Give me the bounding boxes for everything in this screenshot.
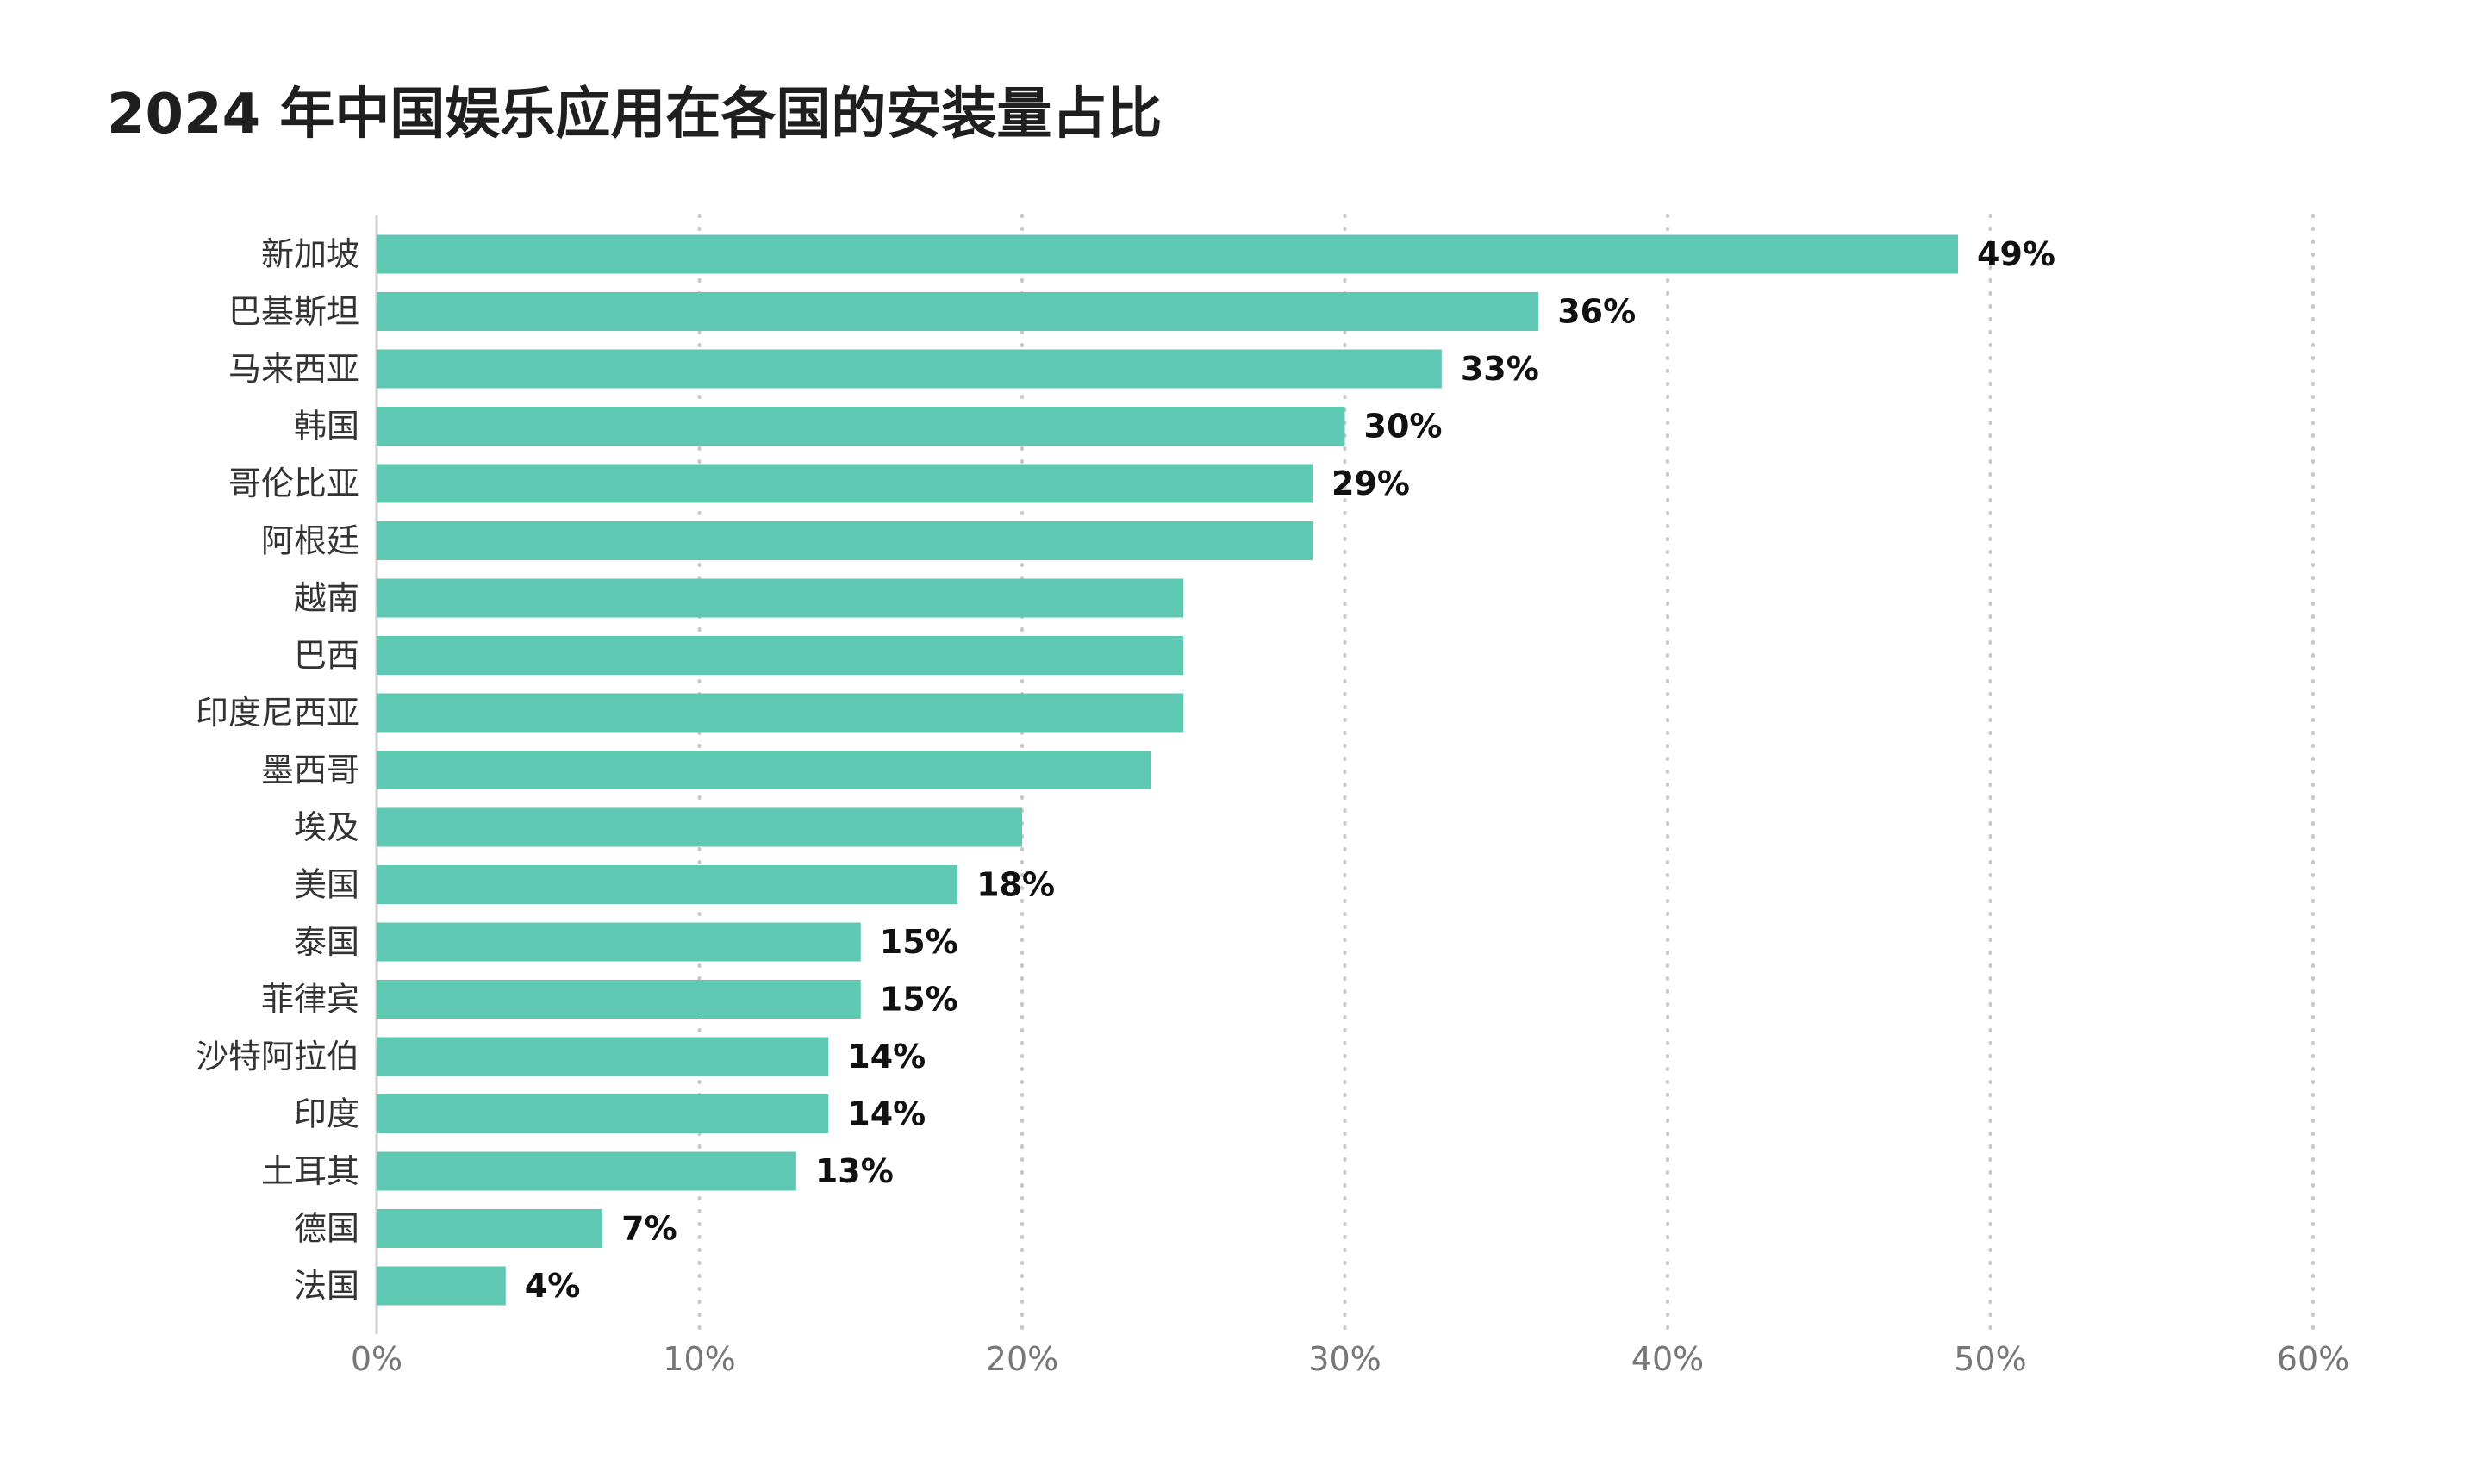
bar-9: [377, 693, 1184, 733]
value-label: 30%: [1364, 408, 1443, 446]
bar-15: [377, 1037, 829, 1076]
category-label: 巴西: [294, 637, 359, 675]
category-label: 新加坡: [261, 235, 359, 273]
category-label: 美国: [294, 866, 359, 904]
x-tick-label: 60%: [2277, 1340, 2349, 1378]
x-tick-label: 10%: [663, 1340, 735, 1378]
bar-5: [377, 464, 1313, 503]
category-label: 越南: [294, 579, 359, 617]
category-label: 韩国: [294, 408, 359, 446]
category-label: 马来西亚: [228, 350, 359, 388]
x-tick-label: 20%: [986, 1340, 1058, 1378]
bar-6: [377, 521, 1313, 560]
value-label: 4%: [525, 1267, 581, 1305]
bar-2: [377, 292, 1539, 331]
x-tick-label: 40%: [1631, 1340, 1704, 1378]
value-label: 13%: [815, 1152, 894, 1190]
category-label: 埃及: [294, 808, 359, 846]
value-label: 33%: [1461, 350, 1539, 388]
bar-17: [377, 1151, 796, 1191]
value-label: 15%: [880, 923, 958, 961]
bar-10: [377, 751, 1151, 789]
x-tick-label: 0%: [351, 1340, 402, 1378]
category-label: 印度: [294, 1095, 359, 1133]
category-label: 哥伦比亚: [228, 465, 359, 502]
value-label: 49%: [1977, 235, 2055, 273]
bars: [377, 234, 1959, 1306]
bar-7: [377, 578, 1184, 618]
value-label: 36%: [1557, 293, 1636, 331]
bar-3: [377, 349, 1442, 389]
value-label: 14%: [847, 1038, 926, 1076]
category-label: 菲律宾: [261, 981, 359, 1019]
category-label: 阿根廷: [261, 522, 359, 560]
bar-1: [377, 234, 1959, 274]
bar-16: [377, 1094, 829, 1133]
x-tick-label: 50%: [1954, 1340, 2026, 1378]
value-label: 7%: [621, 1210, 677, 1248]
bar-11: [377, 807, 1022, 847]
category-label: 巴基斯坦: [228, 293, 359, 331]
x-tick-label: 30%: [1308, 1340, 1381, 1378]
category-label: 沙特阿拉伯: [196, 1038, 359, 1076]
value-label: 29%: [1331, 465, 1410, 502]
value-label: 14%: [847, 1095, 926, 1133]
bar-13: [377, 922, 861, 962]
value-label: 15%: [880, 981, 958, 1019]
category-label: 土耳其: [261, 1152, 359, 1190]
labels: 0% 10% 20% 30% 40% 50% 60% 新加坡 49% 巴基斯坦 36% 马来西亚 33%…: [196, 235, 2349, 1378]
category-label: 德国: [294, 1210, 359, 1248]
category-label: 印度尼西亚: [196, 694, 359, 732]
chart-title: 2024 年中国娱乐应用在各国的安装量占比: [107, 83, 1163, 147]
category-label: 泰国: [294, 923, 359, 961]
value-label: 18%: [976, 866, 1055, 904]
bar-14: [377, 980, 861, 1019]
bar-12: [377, 865, 958, 904]
bar-8: [377, 636, 1184, 675]
category-label: 墨西哥: [261, 751, 359, 789]
bar-18: [377, 1209, 603, 1248]
category-label: 法国: [294, 1267, 359, 1305]
bar-19: [377, 1266, 506, 1306]
bar-4: [377, 407, 1345, 446]
